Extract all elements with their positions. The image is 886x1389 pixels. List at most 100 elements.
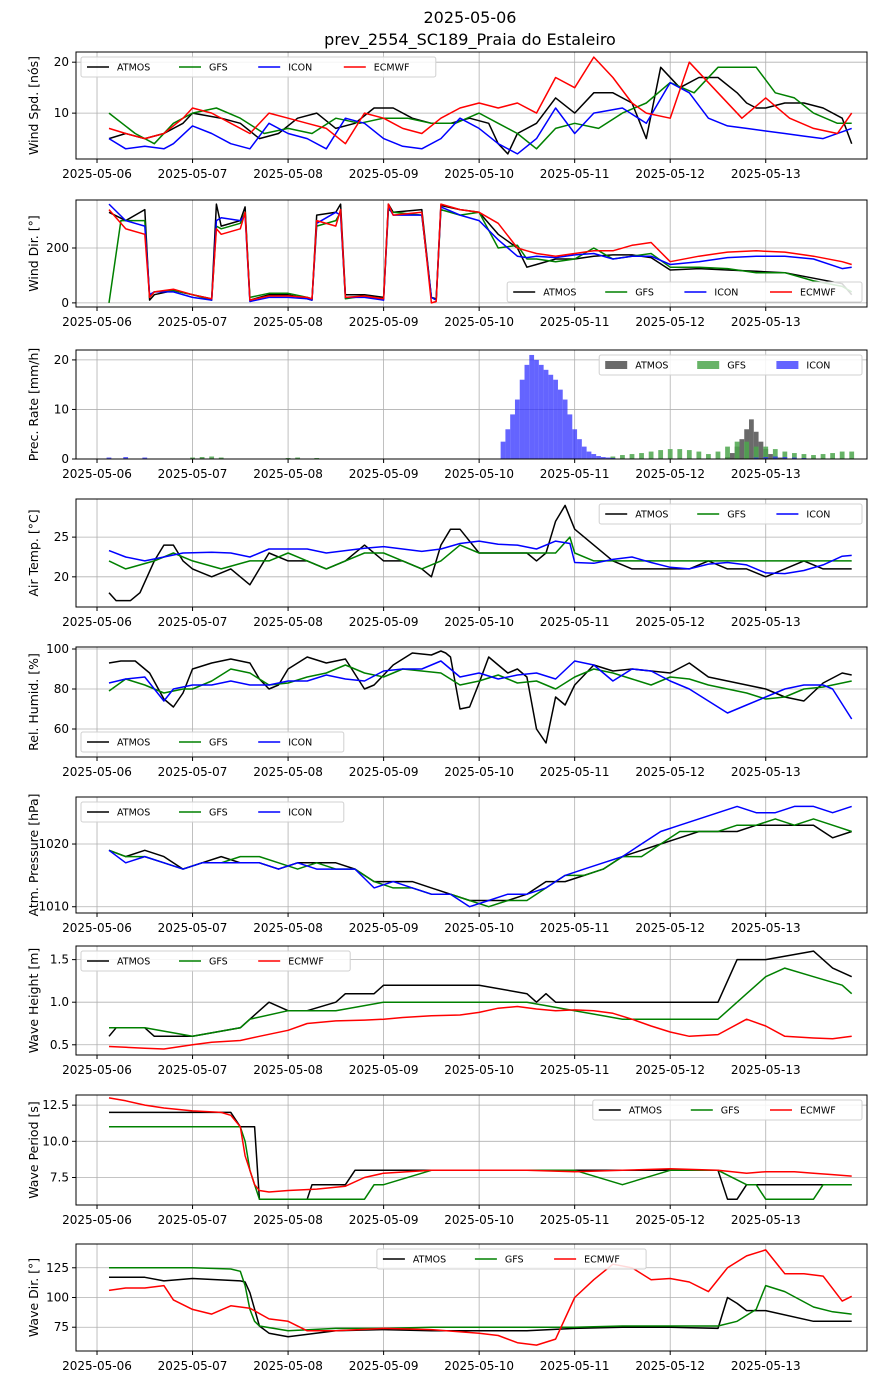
y-tick-label: 100 (46, 1291, 69, 1305)
x-tick-label: 2025-05-10 (444, 921, 514, 935)
legend-label: ECMWF (288, 957, 324, 968)
x-tick-label: 2025-05-11 (540, 467, 610, 481)
series-line-gfs (108, 536, 852, 570)
x-tick-label: 2025-05-09 (349, 1213, 419, 1227)
x-tick-label: 2025-05-06 (62, 921, 132, 935)
series-line-ecmwf (108, 1249, 853, 1346)
x-tick-label: 2025-05-08 (253, 615, 323, 629)
axes-frame (75, 498, 868, 608)
legend-swatch (776, 361, 799, 369)
legend-swatch (697, 361, 720, 369)
bar-icon (514, 399, 520, 459)
x-tick-label: 2025-05-08 (253, 467, 323, 481)
x-tick-label: 2025-05-07 (158, 765, 228, 779)
bar-gfs (782, 451, 788, 459)
axes-frame (75, 1094, 868, 1206)
y-tick-label: 10 (54, 402, 69, 416)
bar-gfs (792, 453, 797, 459)
bar-icon (505, 429, 511, 459)
bar-gfs (744, 441, 750, 459)
panel-air-temp: 20 25 2025-05-06 2025-05-07 2025-05-08 2025-0… (26, 498, 868, 629)
legend: ATMOS GFS ECMWF (592, 1099, 863, 1121)
x-tick-label: 2025-05-07 (158, 1359, 228, 1373)
y-tick-label: 0.5 (50, 1038, 69, 1052)
bar-icon (519, 379, 525, 459)
series-line-atmos (108, 650, 852, 744)
x-tick-label: 2025-05-09 (349, 467, 419, 481)
series-line-gfs (109, 1267, 852, 1332)
y-tick-label: 1.0 (50, 995, 69, 1009)
bar-atmos (739, 439, 745, 459)
series-line-atmos (109, 1276, 852, 1338)
series-line-ecmwf (108, 1097, 852, 1193)
bar-icon (548, 374, 554, 459)
x-tick-label: 2025-05-09 (349, 615, 419, 629)
y-axis-label: Wind Spd. [nós] (26, 56, 41, 155)
axes-frame (75, 945, 868, 1056)
x-tick-label: 2025-05-13 (731, 315, 801, 329)
legend-label: ATMOS (117, 63, 150, 74)
bar-icon (605, 457, 611, 459)
bar-gfs (190, 457, 195, 459)
y-tick-label: 200 (46, 241, 69, 255)
bar-icon (772, 456, 778, 459)
plot-area (108, 56, 853, 155)
bar-gfs (209, 456, 215, 459)
bar-atmos (729, 453, 735, 459)
bar-gfs (658, 450, 664, 459)
bar-gfs (199, 457, 205, 459)
bar-gfs (839, 451, 845, 459)
x-tick-label: 2025-05-09 (349, 315, 419, 329)
x-tick-label: 2025-05-08 (253, 315, 323, 329)
bar-gfs (629, 454, 635, 459)
y-tick-label: 80 (54, 682, 69, 696)
legend-swatch (605, 361, 628, 369)
bar-icon (782, 457, 788, 459)
legend: ATMOS GFS ICON ECMWF (506, 281, 863, 303)
x-tick-label: 2025-05-12 (635, 315, 705, 329)
x-tick-label: 2025-05-11 (540, 315, 610, 329)
legend-label: ATMOS (117, 808, 150, 819)
y-axis-label: Wind Dir. [°] (26, 215, 41, 291)
x-tick-label: 2025-05-13 (731, 615, 801, 629)
legend-label: GFS (209, 808, 228, 819)
bar-gfs (820, 454, 826, 459)
bar-icon (753, 457, 759, 459)
x-tick-label: 2025-05-08 (253, 921, 323, 935)
x-tick-label: 2025-05-06 (62, 1359, 132, 1373)
axes-frame (75, 646, 868, 758)
x-tick-label: 2025-05-10 (444, 467, 514, 481)
bar-icon (562, 399, 568, 459)
bar-gfs (620, 455, 625, 459)
legend: ATMOS GFS ECMWF (376, 1248, 647, 1270)
x-tick-label: 2025-05-10 (444, 1359, 514, 1373)
legend-label: ICON (806, 510, 830, 521)
x-tick-label: 2025-05-08 (253, 1213, 323, 1227)
y-tick-label: 1.5 (50, 953, 69, 967)
series-line-atmos (108, 66, 853, 155)
x-tick-label: 2025-05-13 (731, 921, 801, 935)
x-tick-label: 2025-05-07 (158, 167, 228, 181)
x-tick-label: 2025-05-06 (62, 765, 132, 779)
x-tick-label: 2025-05-09 (349, 921, 419, 935)
bar-gfs (849, 451, 855, 459)
legend-box (598, 503, 863, 525)
bar-gfs (677, 449, 683, 459)
plot-area (108, 805, 852, 908)
x-tick-label: 2025-05-11 (540, 167, 610, 181)
bar-icon (577, 439, 582, 459)
bar-gfs (295, 457, 301, 459)
bar-atmos (758, 441, 764, 459)
bar-gfs (734, 441, 740, 459)
series-line-gfs (109, 967, 853, 1038)
bar-icon (524, 364, 530, 459)
bar-icon (123, 457, 129, 459)
series-line-atmos (109, 1111, 852, 1200)
plot-area (108, 504, 852, 602)
bar-icon (538, 364, 544, 459)
bar-gfs (715, 451, 721, 459)
legend-label: GFS (209, 957, 228, 968)
legend-box (376, 1248, 647, 1270)
legend-label: GFS (727, 510, 746, 521)
